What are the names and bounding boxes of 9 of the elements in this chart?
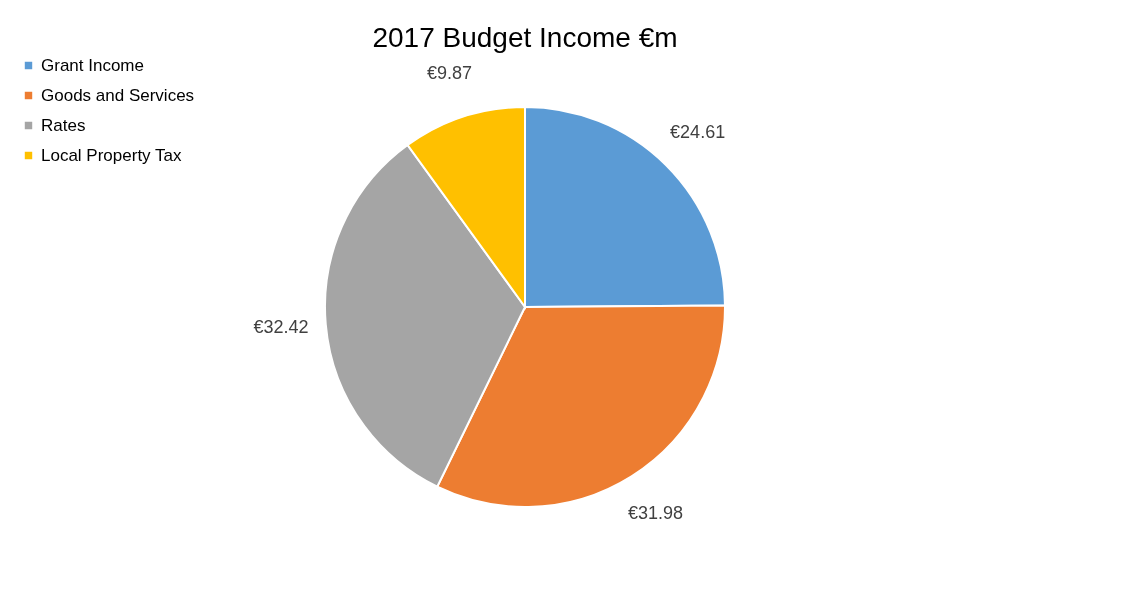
data-label: €24.61 [670,122,726,143]
chart-title: 2017 Budget Income €m [372,22,678,53]
data-label: €31.98 [627,503,684,524]
legend-label: Grant Income [41,55,144,75]
legend-label: Local Property Tax [41,145,182,165]
legend-label: Rates [41,115,86,135]
data-label: €32.42 [253,317,309,338]
data-label: €9.87 [426,62,472,83]
legend-label: Goods and Services [41,85,195,105]
